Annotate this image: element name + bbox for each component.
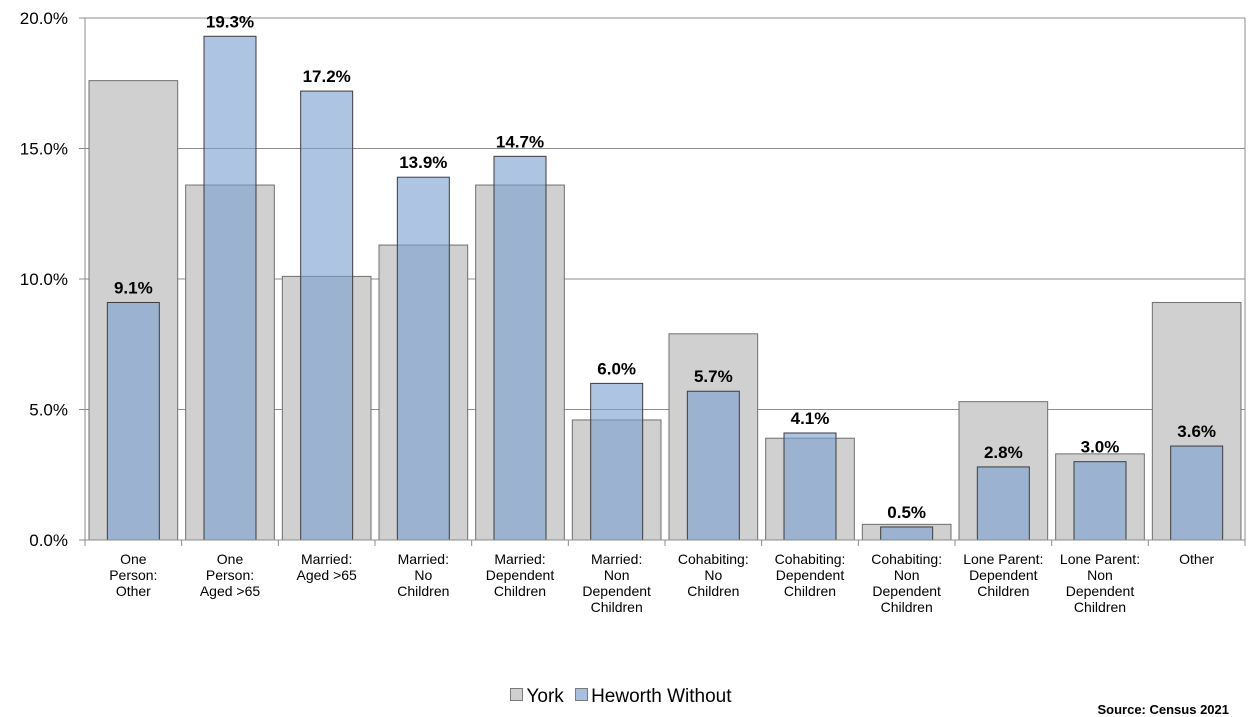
y-axis-ticks: 0.0% 5.0% 10.0% 15.0% 20.0% [20, 9, 68, 550]
axes [79, 17, 1246, 546]
y-tick-label: 0.0% [29, 531, 68, 550]
x-category-label: Married: Aged >65 [296, 551, 357, 583]
legend-label-york: York [526, 686, 564, 707]
data-label-heworth-without: 2.8% [984, 443, 1023, 462]
bar-heworth-without [783, 432, 837, 541]
bar-heworth-without [880, 526, 934, 541]
legend: York Heworth Without [0, 686, 1248, 708]
x-category-label: Cohabiting: No Children [678, 551, 749, 599]
data-labels: 9.1% 19.3% 17.2% 13.9% 14.7% 6.0% 5.7% 4.1% 0.5%… [114, 12, 1216, 522]
bar-heworth-without [396, 176, 450, 541]
y-tick-label: 20.0% [20, 9, 68, 28]
bar-heworth-without [976, 466, 1030, 541]
data-label-heworth-without: 0.5% [887, 503, 926, 522]
x-category-label: Other [1179, 551, 1214, 567]
bar-heworth-without [1073, 461, 1127, 541]
data-label-heworth-without: 17.2% [303, 67, 351, 86]
x-category-label: Married: No Children [397, 551, 449, 599]
x-category-label: Cohabiting: Dependent Children [775, 551, 846, 599]
bar-heworth-without [493, 155, 547, 541]
data-label-heworth-without: 9.1% [114, 278, 153, 297]
legend-swatch-heworth-without [575, 688, 589, 701]
legend-swatch-york [510, 688, 524, 701]
bar-heworth-without [686, 390, 740, 541]
y-tick-label: 5.0% [29, 401, 68, 420]
legend-item-heworth-without: Heworth Without [575, 686, 732, 708]
x-category-label: One Person: Aged >65 [200, 551, 261, 599]
y-tick-label: 10.0% [20, 270, 68, 289]
legend-item-york: York [510, 686, 564, 708]
x-axis-category-labels: One Person: Other One Person: Aged >65 Married… [109, 551, 1214, 615]
data-label-heworth-without: 14.7% [496, 132, 544, 151]
data-label-heworth-without: 3.0% [1081, 438, 1120, 457]
bar-heworth-without [203, 35, 257, 541]
data-label-heworth-without: 3.6% [1177, 422, 1216, 441]
x-category-label: One Person: Other [109, 551, 157, 599]
bar-heworth-without [106, 301, 160, 541]
data-label-heworth-without: 4.1% [791, 409, 830, 428]
y-tick-label: 15.0% [20, 140, 68, 159]
data-label-heworth-without: 19.3% [206, 12, 254, 31]
source-note: Source: Census 2021 [1097, 702, 1229, 717]
data-label-heworth-without: 5.7% [694, 367, 733, 386]
x-category-label: Lone Parent: Non Dependent Children [1060, 551, 1140, 615]
bar-heworth-without [590, 382, 644, 541]
bar-heworth-without [1170, 445, 1224, 541]
bars [88, 35, 1242, 541]
legend-label-heworth-without: Heworth Without [591, 686, 732, 707]
data-label-heworth-without: 6.0% [597, 359, 636, 378]
chart: 0.0%5.0%10.0%15.0%20.0% One Person: OtherO… [20, 9, 1246, 615]
x-category-label: Married: Dependent Children [486, 551, 555, 599]
data-label-heworth-without: 13.9% [399, 153, 447, 172]
bar-heworth-without [300, 90, 354, 541]
x-category-label: Cohabiting: Non Dependent Children [871, 551, 942, 615]
x-category-label: Married: Non Dependent Children [582, 551, 651, 615]
x-category-label: Lone Parent: Dependent Children [963, 551, 1043, 599]
